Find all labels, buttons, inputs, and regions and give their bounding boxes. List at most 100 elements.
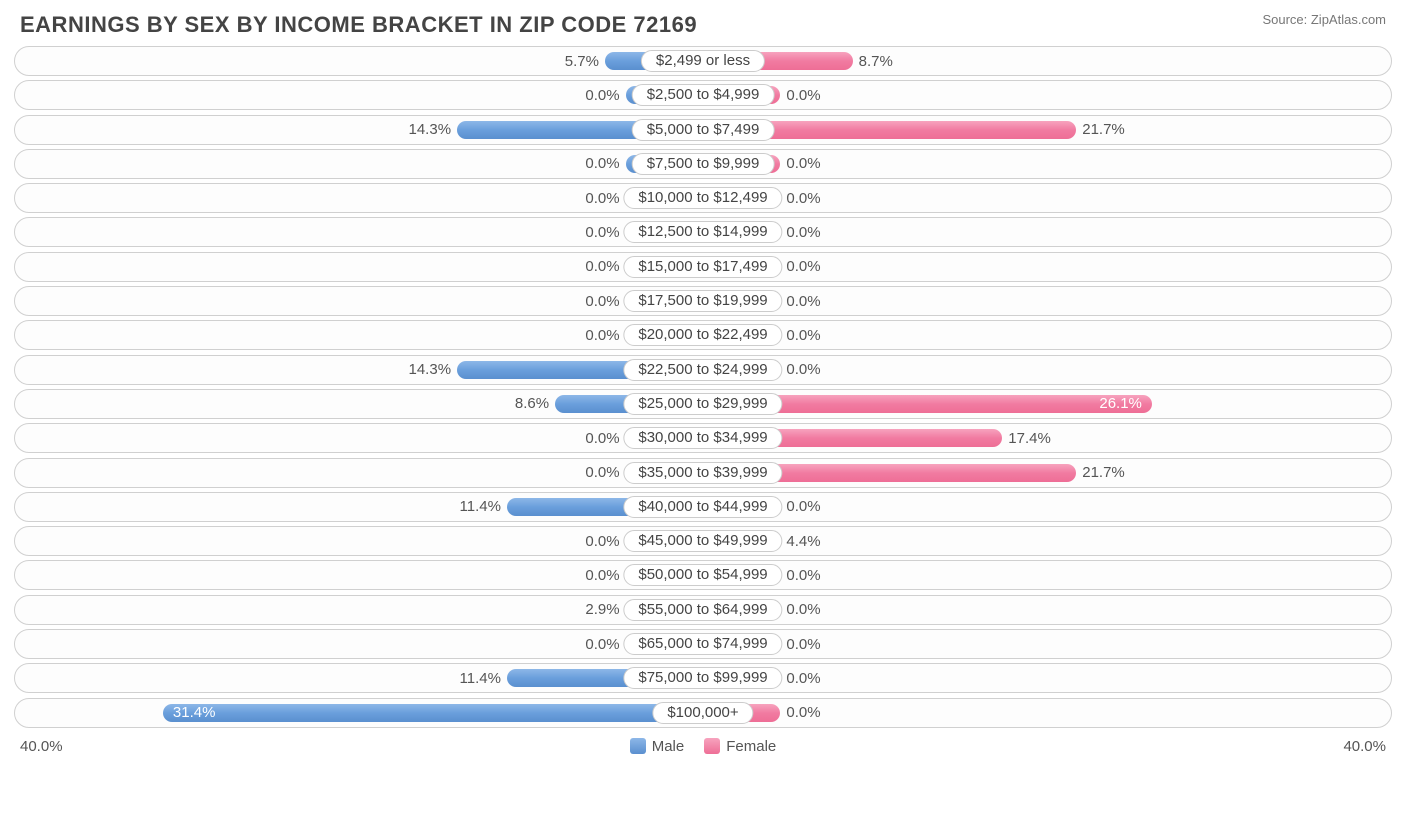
female-value-label: 0.0% [780,601,826,618]
male-half: 0.0% [15,81,703,109]
male-value-label: 0.0% [579,327,625,344]
chart-row: 14.3% 21.7% $5,000 to $7,499 [14,115,1392,145]
chart-row: 14.3% 0.0%$22,500 to $24,999 [14,355,1392,385]
male-half: 31.4% [15,699,703,727]
male-half: 11.4% [15,493,703,521]
male-value-label: 0.0% [579,430,625,447]
female-half: 21.7% [703,459,1391,487]
bracket-label: $25,000 to $29,999 [623,393,782,415]
female-value-label: 0.0% [780,224,826,241]
bracket-label: $5,000 to $7,499 [632,119,775,141]
chart-row: 0.0%21.7%$35,000 to $39,999 [14,458,1392,488]
male-half: 14.3% [15,116,703,144]
chart-row: 0.0% 0.0%$20,000 to $22,499 [14,320,1392,350]
legend-item-female: Female [704,738,776,755]
female-value-label: 21.7% [1076,121,1131,138]
male-half: 0.0% [15,253,703,281]
chart-row: 11.4%0.0%$40,000 to $44,999 [14,492,1392,522]
legend-male-label: Male [652,738,685,755]
male-half: 11.4% [15,664,703,692]
female-value-label: 0.0% [780,258,826,275]
male-half: 0.0% [15,287,703,315]
female-half: 17.4% [703,424,1391,452]
bracket-label: $12,500 to $14,999 [623,221,782,243]
male-half: 0.0% [15,218,703,246]
male-value-label: 0.0% [579,293,625,310]
female-half: 0.0% [703,81,1391,109]
female-half: 4.4% [703,527,1391,555]
chart-row: 2.9% 0.0%$55,000 to $64,999 [14,595,1392,625]
female-half: 0.0% [703,218,1391,246]
female-half: 0.0% [703,356,1391,384]
female-value-label: 0.0% [780,327,826,344]
chart-row: 0.0% 0.0% $7,500 to $9,999 [14,149,1392,179]
male-value-label: 11.4% [454,498,507,515]
chart-row: 31.4%0.0%$100,000+ [14,698,1392,728]
male-value-label: 14.3% [403,121,458,138]
female-half: 0.0% [703,630,1391,658]
male-value-label: 0.0% [579,87,625,104]
chart-row: 0.0% 0.0%$12,500 to $14,999 [14,217,1392,247]
axis-label-left: 40.0% [20,738,63,755]
female-value-label: 4.4% [780,533,826,550]
bracket-label: $22,500 to $24,999 [623,359,782,381]
bracket-label: $2,500 to $4,999 [632,84,775,106]
chart-row: 0.0% 0.0%$15,000 to $17,499 [14,252,1392,282]
bracket-label: $20,000 to $22,499 [623,324,782,346]
male-value-label: 0.0% [579,190,625,207]
male-half: 8.6% [15,390,703,418]
female-value-label: 8.7% [853,53,899,70]
female-half: 0.0% [703,664,1391,692]
female-value-label: 0.0% [780,293,826,310]
female-swatch-icon [704,738,720,754]
female-value-label: 0.0% [780,361,826,378]
chart-row: 8.6%26.1%$25,000 to $29,999 [14,389,1392,419]
bracket-label: $55,000 to $64,999 [623,599,782,621]
bracket-label: $15,000 to $17,499 [623,256,782,278]
male-value-label: 14.3% [403,361,458,378]
female-value-label: 0.0% [780,670,826,687]
bracket-label: $65,000 to $74,999 [623,633,782,655]
male-value-label: 0.0% [579,464,625,481]
male-value-label: 0.0% [579,258,625,275]
chart-title: EARNINGS BY SEX BY INCOME BRACKET IN ZIP… [20,12,697,38]
male-half: 0.0% [15,424,703,452]
female-half: 21.7% [703,116,1391,144]
legend-item-male: Male [630,738,685,755]
chart-header: EARNINGS BY SEX BY INCOME BRACKET IN ZIP… [0,0,1406,46]
female-half: 8.7% [703,47,1391,75]
chart-row: 11.4%0.0%$75,000 to $99,999 [14,663,1392,693]
female-value-label: 0.0% [780,87,826,104]
male-value-label: 0.0% [579,636,625,653]
male-half: 14.3% [15,356,703,384]
male-half: 0.0% [15,561,703,589]
female-value-label: 0.0% [780,498,826,515]
chart-row: 0.0%0.0%$17,500 to $19,999 [14,286,1392,316]
female-value-label: 21.7% [1076,464,1131,481]
male-half: 5.7% [15,47,703,75]
bracket-label: $2,499 or less [641,50,765,72]
female-half: 0.0% [703,184,1391,212]
female-half: 0.0% [703,596,1391,624]
male-value-label: 0.0% [579,155,625,172]
female-value-label: 0.0% [780,190,826,207]
male-swatch-icon [630,738,646,754]
chart-legend: Male Female [630,738,777,755]
female-half: 0.0% [703,561,1391,589]
male-half: 0.0% [15,459,703,487]
male-half: 0.0% [15,150,703,178]
chart-row: 0.0%0.0%$10,000 to $12,499 [14,183,1392,213]
chart-row: 0.0%4.4%$45,000 to $49,999 [14,526,1392,556]
chart-row: 0.0% 0.0%$65,000 to $74,999 [14,629,1392,659]
chart-source: Source: ZipAtlas.com [1262,12,1386,27]
female-half: 26.1% [703,390,1391,418]
bracket-label: $7,500 to $9,999 [632,153,775,175]
female-value-label: 0.0% [780,155,826,172]
female-value-label: 0.0% [780,704,826,721]
female-value-label: 17.4% [1002,430,1057,447]
male-value-label: 2.9% [579,601,625,618]
male-bar: 31.4% [163,704,703,722]
male-value-label: 5.7% [559,53,605,70]
chart-row: 0.0%0.0%$50,000 to $54,999 [14,560,1392,590]
male-value-label: 11.4% [454,670,507,687]
